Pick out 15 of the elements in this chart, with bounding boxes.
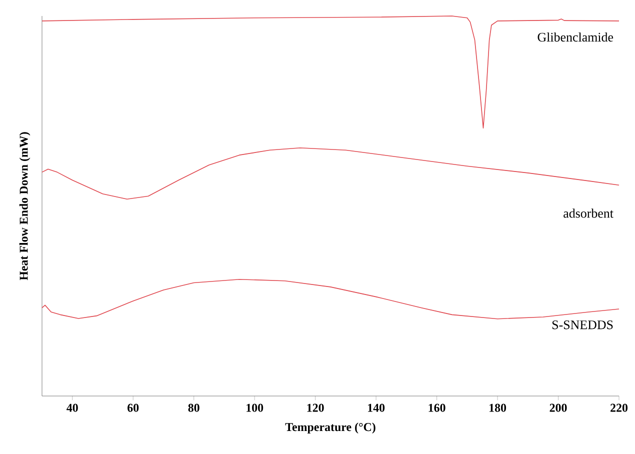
x-tick-label: 60 <box>128 404 139 412</box>
series-label: Glibenclamide <box>538 32 614 42</box>
x-tick-label: 160 <box>428 404 446 412</box>
x-tick-label: 100 <box>246 404 264 412</box>
x-axis-title: Temperature (°C) <box>285 422 376 434</box>
x-tick-label: 220 <box>610 404 628 412</box>
series-label: S-SNEDDS <box>552 320 613 330</box>
x-tick-label: 120 <box>307 404 324 412</box>
x-tick-label: 200 <box>550 404 567 412</box>
x-tick-label: 140 <box>368 404 385 412</box>
x-tick-label: 80 <box>188 404 200 412</box>
y-axis-title: Heat Flow Endo Down (mW) <box>19 132 30 280</box>
x-tick-label: 40 <box>66 404 78 412</box>
x-tick-label: 180 <box>490 404 506 412</box>
series-label: adsorbent <box>564 208 614 218</box>
